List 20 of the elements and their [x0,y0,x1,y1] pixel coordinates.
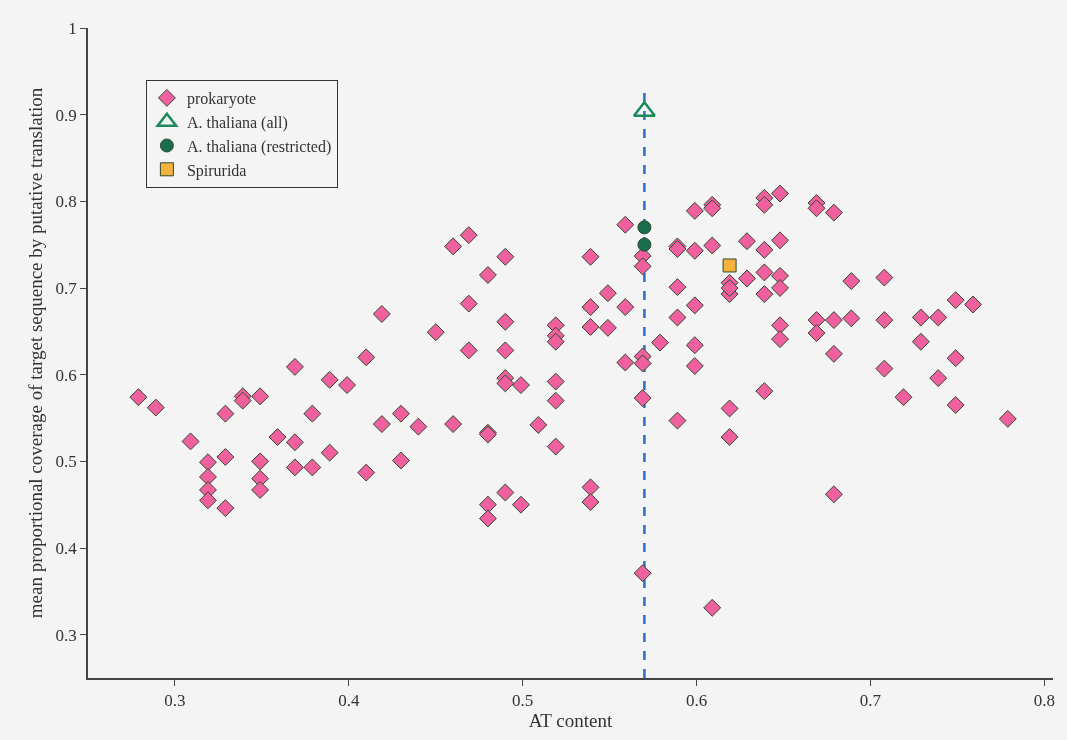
x-tick-label: 0.4 [338,691,360,711]
legend-label: A. thaliana (all) [186,113,288,132]
y-axis-title: mean proportional coverage of target sequence by putative translation [24,87,46,619]
y-tick-label: 0.4 [55,538,78,558]
x-tick-label: 0.8 [1033,691,1055,711]
y-tick-label: 0.6 [55,365,77,385]
y-tick-label: 0.8 [55,192,77,212]
legend-label: prokaryote [186,90,257,109]
y-tick-label: 0.7 [55,278,78,298]
x-tick-label: 0.5 [512,691,534,711]
y-tick-label: 0.9 [55,105,77,125]
x-tick-label: 0.6 [685,691,708,711]
legend-label: Spirurida [186,161,247,180]
x-tick-label: 0.7 [859,691,882,711]
y-tick-label: 0.3 [55,625,77,645]
y-tick-label: 1 [68,18,77,38]
y-tick-label: 0.5 [55,452,77,472]
legend-label: A. thaliana (restricted) [186,137,332,156]
x-axis-title: AT content [528,710,613,732]
x-tick-label: 0.3 [164,691,186,711]
